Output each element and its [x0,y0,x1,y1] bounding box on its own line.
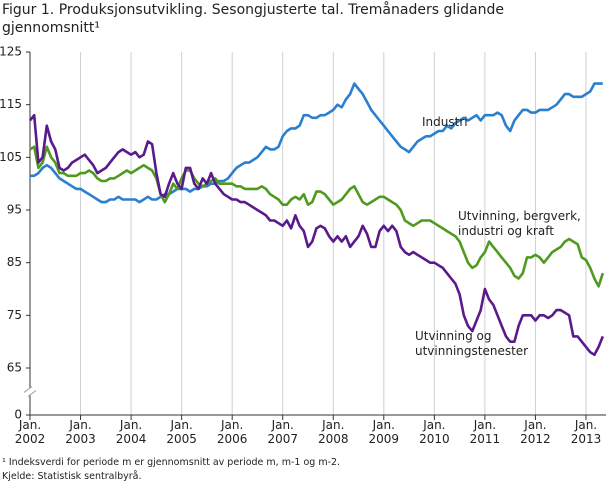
y-tick-label: 105 [0,150,22,164]
x-tick-label: Jan. 2004 [115,418,147,446]
series-label: Utvinning, bergverk, industri og kraft [458,209,581,238]
x-tick-label: Jan. 2003 [65,418,96,446]
y-tick-label: 95 [7,203,22,217]
series-line [29,145,605,288]
x-tick-label: Jan. 2009 [368,418,400,446]
series-line [28,113,605,357]
axis-break [23,386,33,393]
chart-title: Figur 1. Produksjonsutvikling. Sesongjus… [2,2,504,36]
x-tick-label: Jan. 2013 [570,418,602,446]
x-tick-label: Jan. 2012 [520,418,551,446]
x-tick-label: Jan. 2007 [267,418,298,446]
x-tick-label: Jan. 2008 [317,418,349,446]
x-tick-label: Jan. 2011 [469,418,501,446]
source: Kjelde: Statistisk sentralbyrå. [2,471,142,482]
y-tick-label: 85 [7,255,22,269]
y-tick-label: 0 [14,408,22,422]
y-tick-label: 65 [7,361,22,375]
x-tick-label: Jan. 2002 [14,418,46,446]
x-tick-label: Jan. 2006 [216,418,248,446]
y-tick-label: 75 [7,308,22,322]
series-line [30,82,603,204]
x-tick-label: Jan. 2005 [166,418,197,446]
axis-break [27,390,37,397]
y-tick-label: 115 [0,97,22,111]
axis-break-gap [24,387,36,396]
footnote: ¹ Indeksverdi for periode m er gjennomsn… [2,457,341,468]
y-tick-label: 125 [0,45,22,59]
series-label: Utvinning og utvinningstenester [415,329,529,358]
series-label: Industri [422,115,468,129]
x-tick-label: Jan. 2010 [419,418,450,446]
